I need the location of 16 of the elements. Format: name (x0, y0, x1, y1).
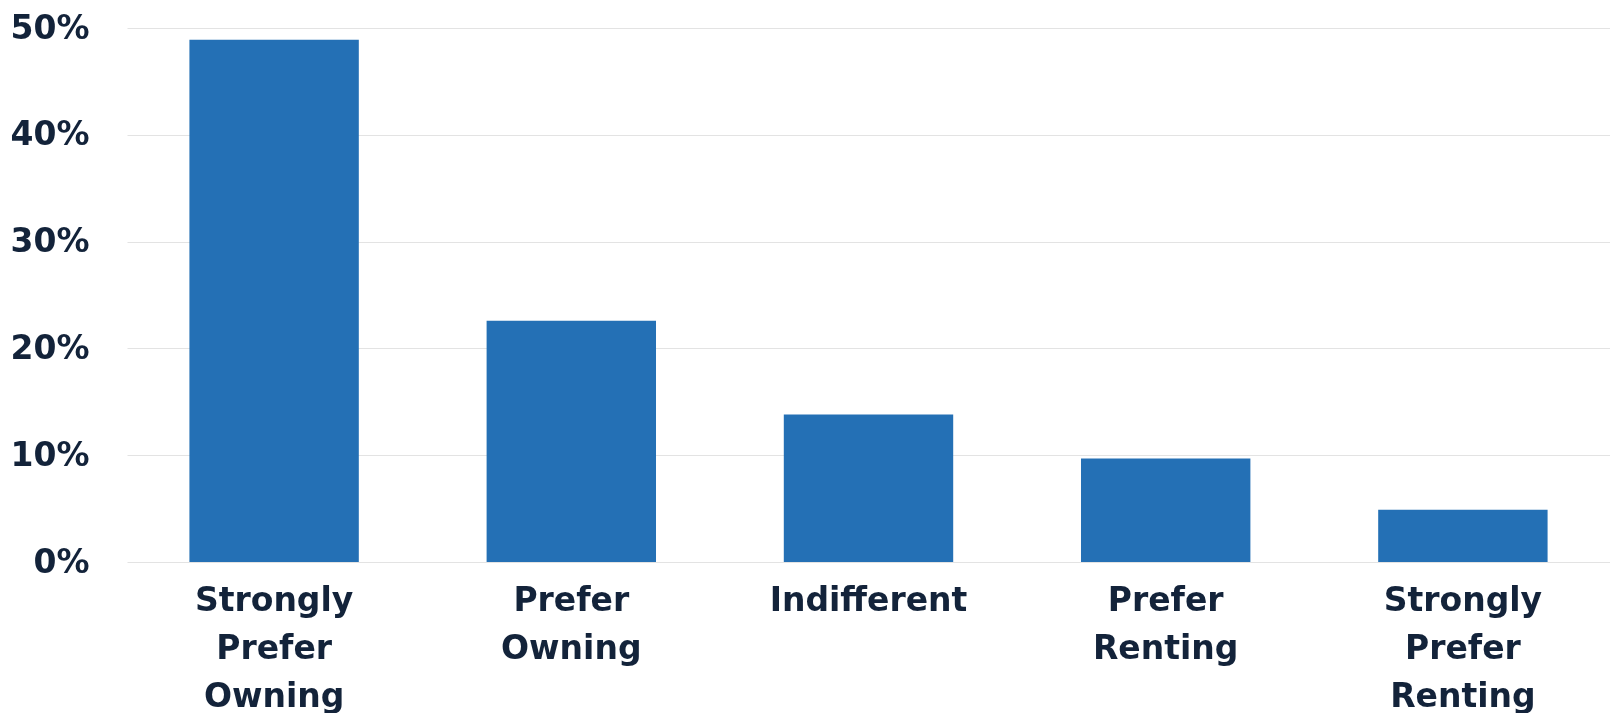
x-tick-label: Strongly Prefer Owning (194, 579, 354, 713)
y-tick-label: 40% (10, 114, 90, 154)
bar (1080, 458, 1251, 562)
bar (486, 320, 657, 562)
x-tick-label: Prefer Renting (1092, 579, 1239, 667)
x-tick-label: Indifferent (769, 579, 968, 619)
y-tick-label: 0% (33, 541, 90, 581)
x-tick-label: Strongly Prefer Renting (1383, 579, 1543, 713)
y-tick-label: 20% (10, 327, 90, 367)
bar (783, 414, 954, 562)
bar (1378, 509, 1548, 562)
y-tick-label: 50% (10, 7, 90, 47)
bar (189, 39, 359, 562)
y-tick-label: 30% (10, 221, 90, 261)
x-tick-label: Prefer Owning (501, 579, 642, 667)
y-tick-label: 10% (10, 434, 90, 474)
